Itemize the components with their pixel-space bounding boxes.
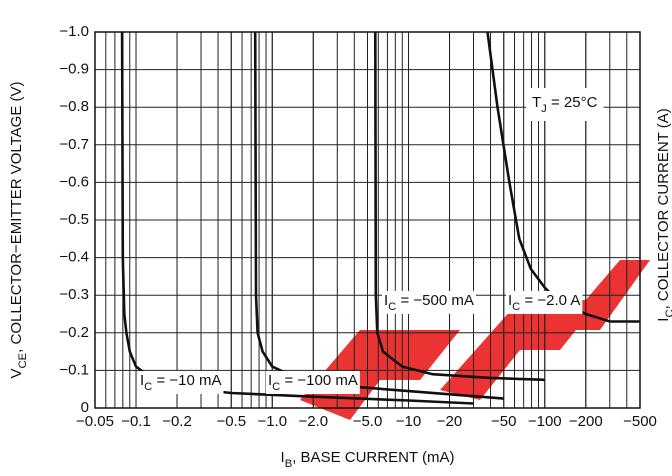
x-axis-label-text: , BASE CURRENT (mA) (292, 449, 454, 466)
y-axis-label-symbol: V (8, 368, 25, 378)
series-label: IC = −2.0 A (508, 292, 580, 313)
y-tick-label: −0.7 (59, 136, 89, 153)
series-label-text: = −2.0 A (520, 292, 580, 309)
label-background (138, 370, 224, 394)
y-axis-label-text: , COLLECTOR−EMITTER VOLTAGE (V) (8, 82, 25, 353)
label-background (266, 370, 360, 394)
y2-axis-label-sub: C (664, 309, 672, 317)
x-tick-label: −100 (528, 413, 562, 430)
y2-axis-label-text: , COLLECTOR CURRENT (A) (655, 108, 672, 309)
x-tick-label: −0.5 (216, 413, 246, 430)
x-tick-label: −50 (491, 413, 516, 430)
series-line (253, 31, 504, 400)
series-label-sub: C (272, 381, 280, 393)
y-tick-label: −0.1 (59, 361, 89, 378)
x-tick-label: −2.0 (298, 413, 328, 430)
x-tick-label: −1.0 (257, 413, 287, 430)
series-line (374, 31, 545, 382)
y-axis-label-sub: CE (17, 352, 29, 368)
x-axis-label-sub: B (285, 458, 293, 470)
x-tick-label: −500 (623, 413, 657, 430)
x-tick-label: −10 (396, 413, 421, 430)
series-label-symbol: I (140, 372, 144, 389)
y-tick-label: −0.2 (59, 324, 89, 341)
y-tick-label: −0.3 (59, 286, 89, 303)
y-tick-label: −0.6 (59, 173, 89, 190)
series-label-text: = −10 mA (152, 372, 221, 389)
series-label-sub: C (512, 301, 520, 313)
series-label: IC = −10 mA (140, 372, 222, 393)
x-tick-label: −200 (569, 413, 603, 430)
series-label: IC = −100 mA (268, 372, 358, 393)
series-label: IC = −500 mA (384, 292, 474, 313)
y2-axis-label: IC, COLLECTOR CURRENT (A) (655, 108, 672, 321)
x-tick-label: −5.0 (353, 413, 383, 430)
y-tick-label: −0.4 (59, 249, 89, 266)
series-label-sub: C (388, 301, 396, 313)
x-tick-label: −0.1 (121, 413, 151, 430)
annotation-background (526, 87, 604, 121)
y-tick-label: 0 (81, 399, 89, 416)
annotation-sub: J (541, 103, 547, 115)
y2-axis-label-symbol: I (655, 318, 672, 322)
y-tick-label: −0.5 (59, 211, 89, 228)
y-tick-label: −0.9 (59, 61, 89, 78)
y-axis-label: VCE, COLLECTOR−EMITTER VOLTAGE (V) (8, 82, 29, 379)
x-axis-label: IB, BASE CURRENT (mA) (281, 449, 455, 470)
series-label-symbol: I (384, 292, 388, 309)
series-label-symbol: I (268, 372, 272, 389)
series-line (486, 31, 640, 323)
annotation: TJ = 25°C (532, 94, 598, 115)
series-label-symbol: I (508, 292, 512, 309)
x-axis-label-symbol: I (281, 449, 285, 466)
series-label-text: = −500 mA (396, 292, 474, 309)
y-tick-label: −0.8 (59, 98, 89, 115)
plot-frame (94, 31, 641, 409)
series-label-sub: C (144, 381, 152, 393)
x-tick-label: −0.05 (76, 413, 114, 430)
annotation-symbol: T (532, 94, 541, 111)
label-background (506, 290, 583, 314)
label-background (382, 290, 476, 314)
series-label-text: = −100 mA (280, 372, 358, 389)
y-tick-label: −1.0 (59, 23, 89, 40)
x-tick-label: −0.2 (162, 413, 192, 430)
x-tick-label: −20 (437, 413, 462, 430)
annotation-text: = 25°C (547, 94, 598, 111)
